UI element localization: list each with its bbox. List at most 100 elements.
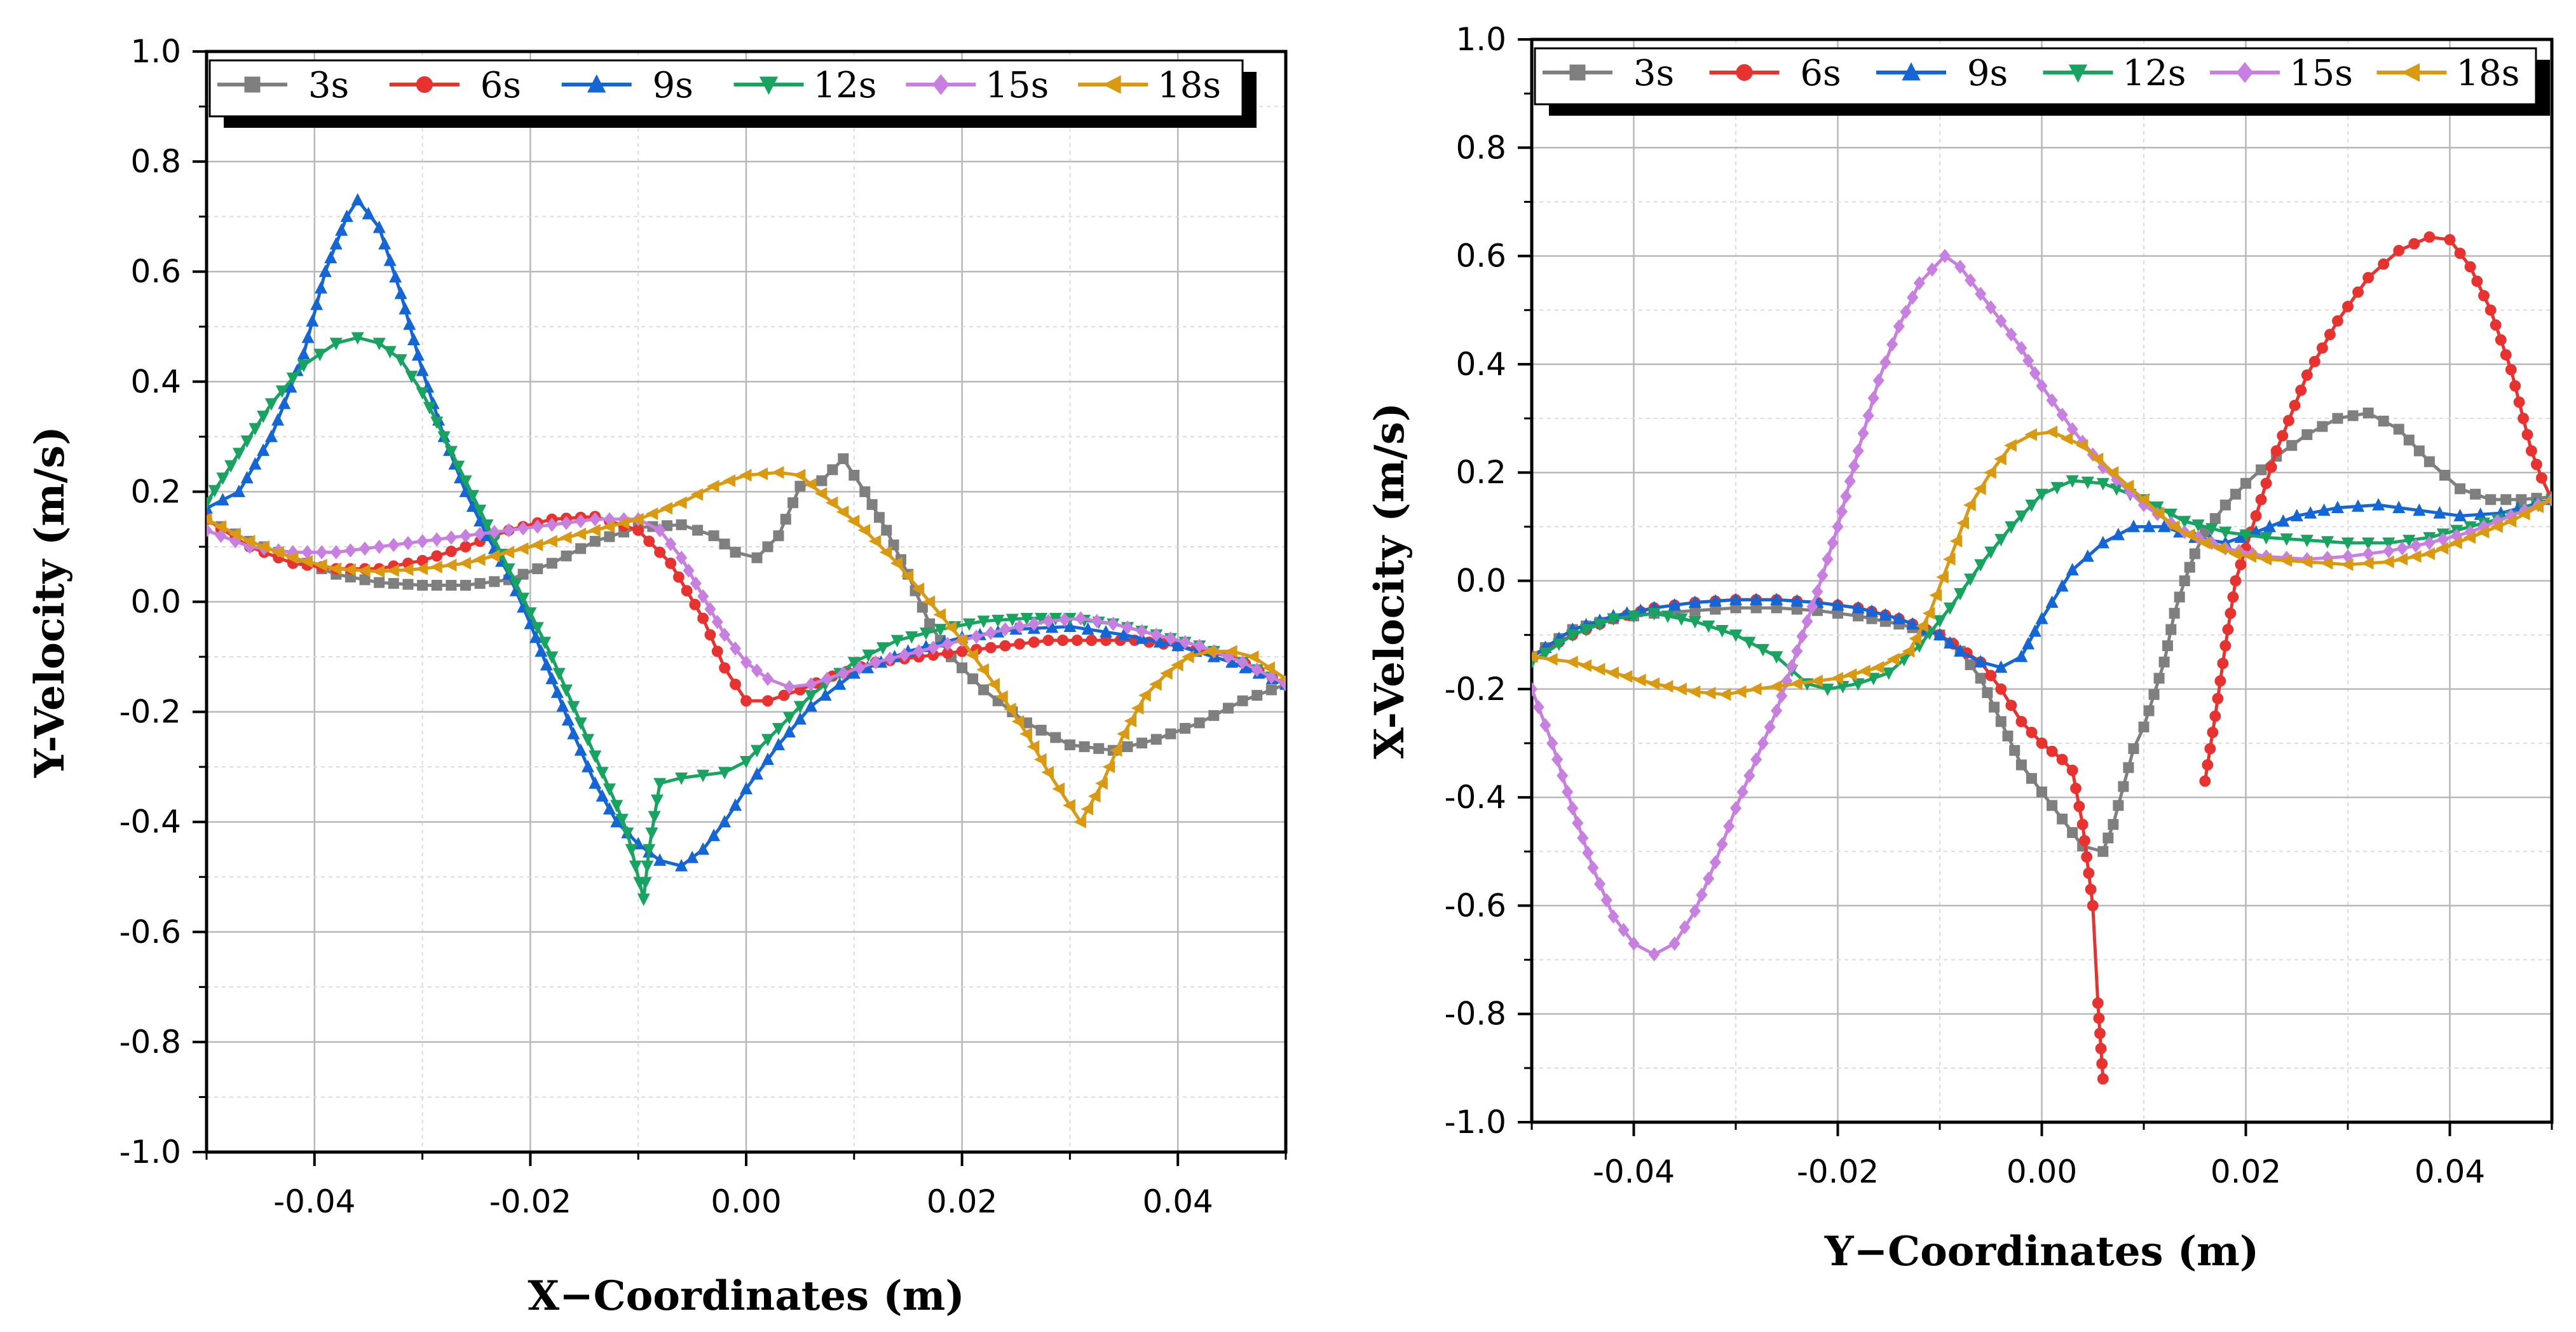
data-point-3s [692, 525, 704, 536]
data-point-3s [2219, 499, 2231, 511]
data-point-15s [751, 663, 763, 678]
data-point-18s [2151, 507, 2165, 520]
data-point-6s [2005, 699, 2017, 711]
data-point-6s [689, 598, 701, 610]
data-point-9s [772, 738, 785, 751]
data-point-18s [2382, 555, 2394, 568]
data-point-9s [2158, 519, 2171, 532]
data-point-18s [501, 546, 514, 559]
data-point-15s [985, 626, 997, 640]
data-point-6s [730, 678, 741, 690]
data-point-12s [2300, 535, 2314, 547]
data-point-12s [2259, 532, 2273, 545]
data-point-6s [2260, 477, 2272, 490]
data-point-3s [2148, 689, 2160, 700]
data-point-6s [2289, 399, 2301, 411]
data-point-18s [836, 505, 849, 519]
data-point-6s [2490, 319, 2502, 331]
data-point-18s [2340, 558, 2354, 571]
data-point-9s [2433, 505, 2446, 519]
data-point-12s [2005, 521, 2018, 534]
data-point-6s [1028, 636, 1040, 648]
data-point-12s [444, 446, 458, 459]
data-point-15s [2423, 535, 2436, 551]
data-point-3s [924, 618, 936, 629]
data-point-6s [2454, 247, 2466, 259]
data-point-6s [2495, 334, 2507, 346]
data-point-18s [2408, 550, 2422, 563]
data-point-3s [2516, 494, 2527, 505]
data-point-15s [1907, 290, 1919, 305]
data-point-15s [1709, 855, 1721, 870]
data-point-12s [639, 877, 652, 890]
data-point-6s [2083, 867, 2095, 879]
data-point-9s [2392, 500, 2406, 514]
data-point-18s [343, 563, 356, 577]
data-point-18s [1124, 715, 1137, 728]
data-point-15s [1716, 837, 1728, 852]
data-point-3s [402, 579, 414, 590]
data-point-6s [740, 695, 752, 707]
data-point-6s [2214, 675, 2226, 687]
legend-label-3s: 3s [1633, 53, 1674, 94]
data-point-15s [1965, 273, 1977, 288]
data-point-12s [1552, 638, 1565, 651]
data-point-15s [1796, 629, 1808, 643]
data-point-9s [1729, 593, 1743, 605]
data-point-3s [359, 574, 371, 586]
data-point-9s [2352, 499, 2365, 512]
y-tick-label: -1.0 [119, 1134, 181, 1171]
data-point-9s [378, 237, 392, 250]
data-point-12s [1770, 651, 1783, 664]
data-point-6s [2513, 396, 2525, 408]
data-point-9s [1790, 594, 1804, 607]
data-point-12s [1743, 636, 1756, 650]
data-point-15s [1764, 720, 1776, 734]
data-point-12s [405, 371, 418, 383]
data-point-3s [532, 563, 543, 575]
data-point-6s [632, 525, 644, 536]
data-point-18s [559, 531, 572, 544]
data-point-15s [1867, 390, 1879, 406]
x-tick-label: 0.00 [711, 1183, 781, 1220]
data-point-15s [1857, 426, 1869, 441]
data-point-18s [1138, 689, 1151, 702]
y-tick-label: -0.2 [119, 694, 181, 731]
data-point-12s [2035, 488, 2048, 502]
data-point-12s [761, 734, 774, 746]
data-point-15s [1939, 249, 1951, 263]
legend-marker-18s [1103, 75, 1121, 94]
legend-label-15s: 15s [2289, 53, 2353, 94]
data-point-3s [2455, 483, 2466, 495]
data-point-18s [674, 496, 687, 509]
data-point-3s [866, 499, 878, 511]
data-point-18s [1994, 452, 2007, 465]
data-point-9s [2028, 624, 2041, 637]
data-point-6s [2204, 743, 2216, 755]
data-point-9s [1099, 625, 1113, 638]
data-point-12s [697, 769, 710, 783]
data-point-3s [446, 580, 457, 591]
data-point-15s [761, 671, 774, 686]
data-point-15s [2022, 354, 2034, 368]
data-point-15s [1136, 624, 1148, 638]
data-point-18s [386, 564, 399, 577]
data-point-3s [2439, 469, 2450, 481]
data-point-9s [232, 484, 245, 497]
data-point-15s [1648, 947, 1660, 962]
data-point-9s [718, 814, 732, 828]
data-point-6s [1057, 635, 1068, 646]
data-point-9s [324, 251, 337, 264]
data-point-15s [1836, 504, 1848, 519]
data-point-9s [411, 348, 425, 361]
data-point-6s [2255, 493, 2267, 505]
legend-label-12s: 12s [2123, 53, 2186, 94]
data-point-15s [1562, 785, 1574, 799]
data-point-15s [1886, 337, 1898, 352]
data-point-6s [2219, 640, 2232, 652]
data-point-6s [2408, 238, 2420, 250]
data-point-6s [2342, 301, 2354, 312]
data-point-3s [978, 684, 990, 696]
data-point-9s [2127, 519, 2140, 532]
data-point-6s [2526, 445, 2537, 457]
